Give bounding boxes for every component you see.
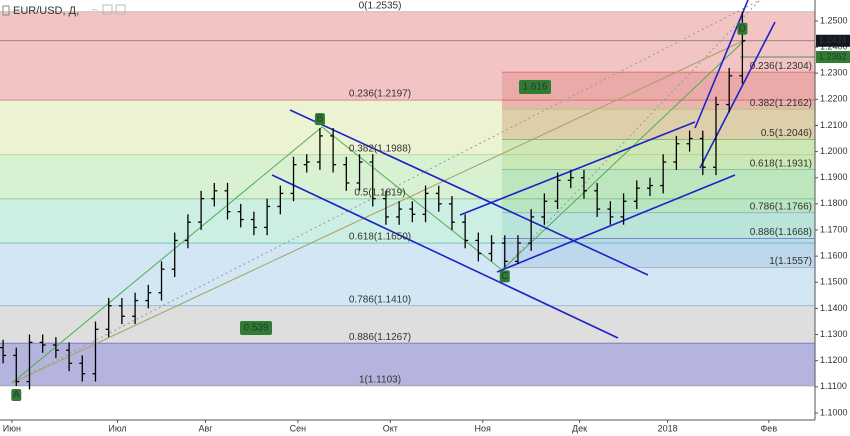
ratio-box <box>519 80 551 94</box>
y-tick-label: 1.2000 <box>820 146 848 156</box>
time-axis <box>0 420 850 436</box>
channel-line <box>271 174 619 339</box>
fib-zone <box>502 212 815 239</box>
fib-level-label: 0.886(1.1668) <box>750 227 812 238</box>
y-tick-label: 1.1100 <box>820 381 847 391</box>
price-axis <box>815 0 850 420</box>
fib-level-label: 0.382(1.2162) <box>750 98 812 109</box>
fib-level-label: 0.886(1.1267) <box>349 332 411 343</box>
fib-zone <box>0 343 815 387</box>
icon: – <box>92 5 98 16</box>
fib-level-label: 0.786(1.1410) <box>349 294 411 305</box>
y-tick-label: 1.2100 <box>820 120 848 130</box>
ratio-label: 1.616 <box>522 82 547 93</box>
fib-level-label: 0.786(1.1766) <box>750 201 812 212</box>
x-tick-label: Ноя <box>475 423 492 433</box>
wave-point-box <box>314 113 325 126</box>
channel-line <box>459 121 696 216</box>
y-tick-label: 1.1300 <box>820 329 848 339</box>
wave-line <box>11 39 746 384</box>
fib-zone <box>0 305 815 344</box>
wave-point-box <box>11 389 22 402</box>
price-label-box <box>816 50 850 63</box>
price-label-box <box>816 34 850 47</box>
x-tick-label: Дек <box>572 423 587 433</box>
fib-level-label: 0.382(1.1988) <box>349 143 411 154</box>
x-tick-label: Июн <box>3 423 21 433</box>
price-label: 1.2362 <box>819 51 847 61</box>
wave-point-label: A <box>13 390 20 401</box>
x-tick-label: Фев <box>760 423 777 433</box>
channel-line <box>289 109 649 276</box>
axes: 1.25001.24001.23001.22001.21001.20001.19… <box>3 15 850 433</box>
fib-level-label: 0.618(1.1931) <box>750 158 812 169</box>
fib-zone <box>502 109 815 140</box>
y-tick-label: 1.2500 <box>820 15 848 25</box>
x-tick-label: 2018 <box>658 423 678 433</box>
fib-level-label: 0(1.2535) <box>359 0 402 11</box>
x-tick-label: Сен <box>290 423 307 433</box>
fib-level-label: 1(1.1557) <box>769 256 812 267</box>
y-tick-label: 1.1800 <box>820 198 848 208</box>
x-tick-label: Авг <box>198 423 213 433</box>
fib-level-label: 0.618(1.1650) <box>349 232 411 243</box>
trend-line <box>11 39 746 384</box>
icon <box>115 4 126 15</box>
fib-zone <box>502 72 815 110</box>
fib-level-label: 0.5(1.2046) <box>761 128 812 139</box>
y-tick-label: 1.1400 <box>820 303 848 313</box>
channel-line <box>496 174 736 273</box>
price-bars <box>0 11 746 390</box>
fib-level-label: 0.5(1.1819) <box>354 188 405 199</box>
y-tick-label: 1.1600 <box>820 251 848 261</box>
fib-level-label: 0.236(1.2197) <box>349 89 411 100</box>
fib-level-label: 0.236(1.2304) <box>750 61 812 72</box>
ratio-label: 0.539 <box>243 323 268 334</box>
labels: 0(1.2535) 0.236(1.2197) 0.382(1.1988) 0.5(1… <box>11 0 812 402</box>
fib-level-label: 1(1.1103) <box>359 375 401 386</box>
grid <box>0 11 815 387</box>
ratio-box <box>240 321 272 335</box>
wave-point-label: C <box>501 271 508 282</box>
y-tick-label: 1.1200 <box>820 355 848 365</box>
y-tick-label: 1.1000 <box>820 407 848 417</box>
y-tick-label: 1.1900 <box>820 172 848 182</box>
wave-point-box <box>737 22 748 35</box>
dotted-line <box>501 0 761 271</box>
symbol-title: EUR/USD, Д, <box>13 5 79 17</box>
wave-point-box <box>499 270 510 283</box>
x-tick-label: Июл <box>108 423 126 433</box>
y-tick-label: 1.1500 <box>820 277 848 287</box>
y-tick-label: 1.2300 <box>820 68 848 78</box>
wave-point-label: D <box>739 23 746 34</box>
icon <box>2 5 10 16</box>
x-tick-label: Окт <box>383 423 398 433</box>
channel-line <box>694 0 749 129</box>
price-label: 1.2424 <box>819 35 847 45</box>
wave-point-label: B <box>317 114 324 125</box>
y-tick-label: 1.1700 <box>820 224 848 234</box>
icon <box>102 4 113 15</box>
channel-line <box>699 21 776 169</box>
y-tick-label: 1.2200 <box>820 94 848 104</box>
